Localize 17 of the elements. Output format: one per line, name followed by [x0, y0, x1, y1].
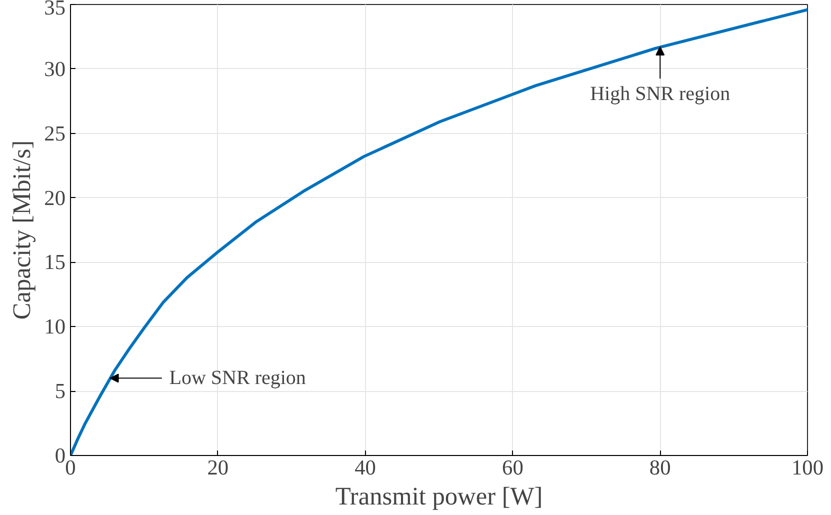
y-tick-label: 15 — [44, 250, 66, 274]
x-tick-label: 60 — [502, 456, 524, 480]
y-tick-label: 35 — [44, 0, 66, 20]
x-tick-label: 100 — [792, 456, 824, 480]
x-tick-label: 20 — [207, 456, 229, 480]
x-axis-title: Transmit power [W] — [335, 482, 543, 510]
y-tick-label: 30 — [44, 56, 66, 81]
line-series — [70, 8, 808, 456]
annotation: High SNR region — [590, 83, 730, 106]
y-tick-label: 25 — [44, 121, 66, 146]
annotation: Low SNR region — [169, 367, 306, 390]
y-tick-label: 20 — [44, 186, 66, 210]
x-tick-label: 80 — [649, 456, 671, 480]
y-tick-label: 10 — [44, 314, 66, 339]
y-axis-title: Capacity [Mbit/s] — [8, 140, 36, 320]
y-tick-label: 5 — [54, 379, 66, 404]
x-tick-label: 40 — [354, 456, 376, 480]
